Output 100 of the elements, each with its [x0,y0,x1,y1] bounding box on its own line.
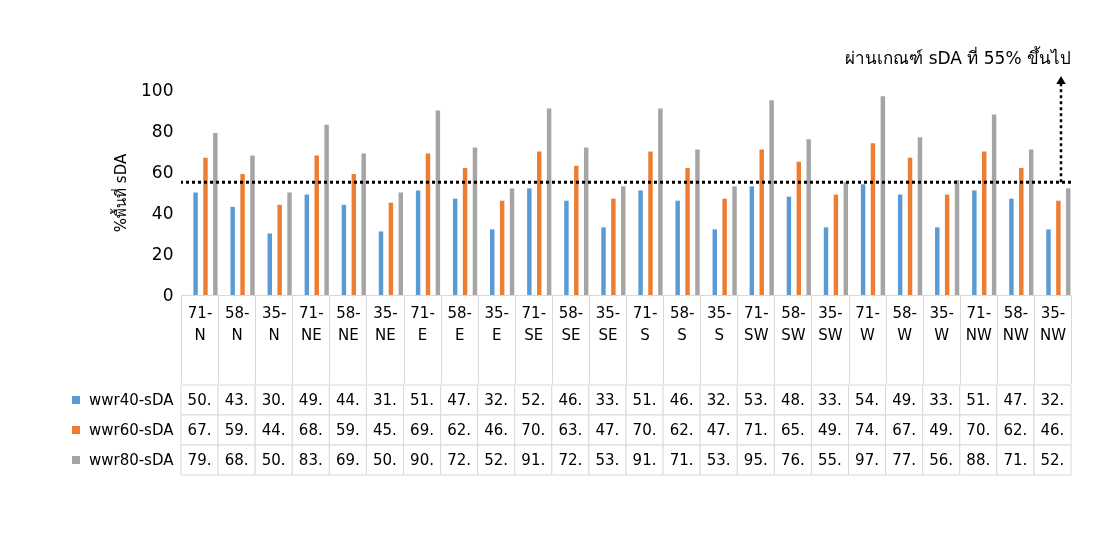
bar [695,149,700,295]
data-label: 53. [595,451,620,469]
data-label: 90. [410,451,434,469]
data-label: 88. [966,451,991,469]
bar [601,227,606,295]
data-label: 50. [261,451,286,469]
legend-label: wwr60-sDA [88,421,175,439]
data-label: 76. [780,451,805,469]
bar [675,200,680,295]
bar [509,188,515,295]
data-label: 50. [373,451,397,469]
x-tick-label: 71-E [410,303,435,344]
x-tick-label: 58-E [447,303,472,344]
x-tick-label: 58-S [669,303,695,344]
data-label: 44. [335,391,360,409]
data-label: 69. [410,421,434,439]
bar [732,186,737,295]
x-tick-label: 58-NW [1002,303,1030,344]
x-tick-label: 58-SE [558,303,584,344]
data-label: 33. [818,391,842,409]
data-label: 59. [224,421,249,439]
data-label: 32. [1040,391,1065,409]
bar [240,174,245,295]
data-label: 45. [373,421,397,439]
data-label: 63. [558,421,583,439]
data-label: 52. [1040,451,1065,469]
data-label: 48. [780,391,805,409]
data-label: 44. [261,421,286,439]
x-tick-label: 58-SW [781,303,806,344]
x-tick-label: 71-SE [521,303,547,344]
x-tick-label: 71-S [632,303,658,344]
data-label: 49. [892,391,917,409]
x-tick-label: 35-NE [373,303,398,344]
data-label: 77. [892,451,917,469]
data-label: 91. [521,451,546,469]
data-label: 32. [706,391,731,409]
data-label: 55. [818,451,842,469]
bar [621,186,626,295]
data-label: 71. [669,451,694,469]
bar [583,147,589,295]
bar [1046,229,1051,295]
bar [250,155,255,295]
bar [287,192,292,295]
bar [564,200,569,295]
bar [527,188,532,295]
data-label: 31. [373,391,397,409]
x-tick-label: 35-N [261,303,287,344]
data-label: 46. [484,421,509,439]
bar [203,157,208,295]
bar [277,204,282,295]
ref-line-label: ผ่านเกณฑ์ sDA ที่ 55% ขึ้นไป [845,46,1071,68]
data-label: 49. [298,391,323,409]
bar [341,204,347,295]
data-label: 62. [1003,421,1028,439]
x-tick-label: 71-W [855,303,880,344]
data-label: 51. [632,391,657,409]
data-label: 72. [558,451,583,469]
bar [648,151,653,295]
y-tick-label: 60 [151,161,174,182]
data-label: 43. [224,391,249,409]
bar [685,167,690,295]
x-tick-label: 71-NW [965,303,992,344]
bar [361,153,366,295]
x-tick-label: 35-SW [818,303,843,344]
data-label: 54. [855,391,879,409]
data-label: 79. [187,451,212,469]
bar [415,190,421,295]
data-label: 47. [1003,391,1028,409]
data-label: 70. [966,421,991,439]
bar [1056,200,1061,295]
bar [452,198,458,295]
bar [574,165,579,295]
data-label: 65. [780,421,805,439]
data-label: 49. [929,421,954,439]
data-label: 50. [187,391,212,409]
bar [499,200,505,295]
bar [213,133,218,295]
bar [378,231,384,295]
data-label: 83. [298,451,323,469]
data-label: 47. [706,421,731,439]
data-label: 74. [855,421,879,439]
bar [193,192,198,295]
bar [823,227,829,295]
data-label: 52. [484,451,509,469]
bar [611,198,616,295]
legend-label: wwr80-sDA [88,451,175,469]
data-label: 68. [298,421,323,439]
data-label: 33. [595,391,620,409]
bar [972,190,977,295]
data-label: 91. [632,451,657,469]
bar [1028,149,1034,295]
x-tick-label: 71-NE [299,303,324,344]
data-label: 69. [335,451,360,469]
data-label: 47. [447,391,472,409]
x-tick-label: 35-NW [1039,303,1067,344]
data-label: 46. [1040,421,1065,439]
data-label: 52. [521,391,546,409]
bar [712,229,717,295]
data-label: 62. [669,421,694,439]
bar [722,198,727,295]
